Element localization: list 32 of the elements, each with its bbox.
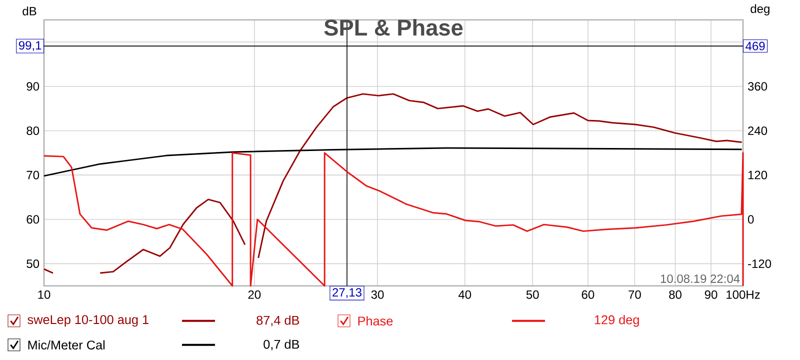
y2-axis-title: deg bbox=[750, 4, 770, 16]
legend-label: Phase bbox=[358, 316, 393, 326]
y2-tick-label: -120 bbox=[748, 260, 772, 268]
x-tick-label: 30 bbox=[371, 290, 384, 299]
y-tick-label: 60 bbox=[26, 215, 40, 224]
y2-tick-label: 0 bbox=[748, 215, 754, 224]
y-axis-title: dB bbox=[22, 6, 36, 16]
y-tick-label: 70 bbox=[26, 170, 40, 180]
ref-line-label: 27,13 bbox=[332, 288, 362, 298]
ref-line-label: 99,1 bbox=[18, 41, 42, 52]
y2-tick-label: 120 bbox=[748, 170, 768, 180]
y2-tick-label: 360 bbox=[748, 82, 768, 91]
legend-label: Mic/Meter Cal bbox=[28, 340, 105, 350]
x-tick-label: 60 bbox=[582, 290, 594, 299]
annotation: 10.08.19 22:04 bbox=[660, 274, 740, 284]
y-tick-label: 90 bbox=[26, 82, 40, 91]
legend-label: sweLep 10-100 aug 1 bbox=[28, 315, 148, 327]
x-tick-label: 50 bbox=[526, 290, 539, 299]
y2-tick-label: 240 bbox=[748, 126, 768, 136]
x-tick-label: 100Hz bbox=[726, 290, 760, 299]
x-tick-label: 10 bbox=[38, 290, 50, 299]
text: 469 bbox=[746, 42, 765, 50]
y-tick-label: 80 bbox=[26, 126, 40, 136]
x-tick-label: 90 bbox=[704, 290, 718, 299]
text: 129 deg bbox=[594, 315, 639, 327]
x-tick-label: 40 bbox=[458, 290, 472, 299]
y-tick-label: 50 bbox=[26, 260, 40, 268]
x-tick-label: 20 bbox=[248, 290, 261, 299]
x-tick-label: 70 bbox=[628, 290, 641, 299]
x-tick-label: 80 bbox=[669, 290, 682, 299]
text: 0,7 dB bbox=[264, 340, 300, 350]
text: 87,4 dB bbox=[256, 316, 300, 326]
